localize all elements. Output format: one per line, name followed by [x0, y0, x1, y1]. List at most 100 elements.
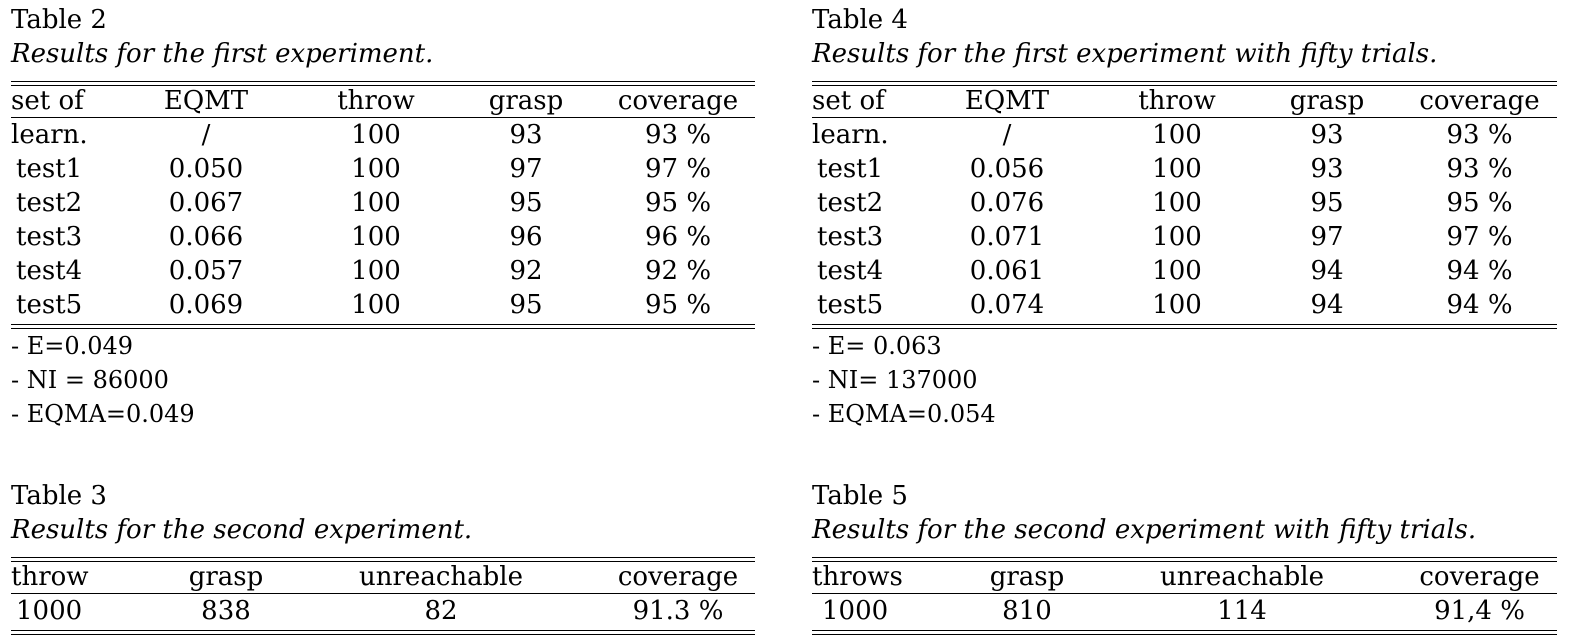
table-cell: 94 % — [1446, 256, 1513, 286]
table-cell: 97 — [1310, 222, 1344, 252]
table-label: Table 4 — [812, 5, 908, 35]
column-header: throw — [1138, 86, 1216, 116]
column-header: EQMT — [964, 86, 1050, 116]
table-row: test4 0.061 100 94 94 % — [812, 254, 1557, 288]
table-row: test4 0.057 100 92 92 % — [11, 254, 755, 288]
top-rule — [812, 81, 1557, 86]
table-cell: 94 % — [1446, 290, 1513, 320]
results-table-body: learn. / 100 93 93 % test1 0.056 100 93 93 % tes… — [812, 118, 1557, 322]
column-header: grasp — [488, 86, 564, 116]
table-cell: 100 — [351, 120, 401, 150]
table-caption: Results for the first experiment with fi… — [812, 39, 1438, 69]
table-cell: 0.074 — [969, 290, 1045, 320]
table-cell: 100 — [1152, 154, 1202, 184]
table-cell: test1 — [16, 154, 83, 184]
table-cell: 100 — [351, 290, 401, 320]
table-cell: 97 % — [644, 154, 712, 184]
table-cell: 100 — [1152, 222, 1202, 252]
table-cell: 92 % — [644, 256, 712, 286]
table-cell: learn. — [812, 120, 889, 150]
header-rule — [11, 593, 755, 594]
column-header: throws — [812, 562, 903, 592]
table-cell: 0.076 — [969, 188, 1045, 218]
top-rule — [11, 81, 755, 86]
table-row: 1000 838 82 91.3 % — [11, 594, 755, 628]
column-header: EQMT — [163, 86, 249, 116]
note-line: - E= 0.063 — [812, 332, 942, 360]
table-cell: test3 — [817, 222, 884, 252]
results-table: set of EQMT throw grasp coverage — [812, 86, 1557, 117]
table-row: test3 0.066 100 96 96 % — [11, 220, 755, 254]
table-cell: test2 — [16, 188, 83, 218]
table-cell: 95 % — [644, 188, 712, 218]
table-label: Table 5 — [812, 481, 908, 511]
table-cell: / — [1002, 120, 1012, 150]
table-5-block: Table 5 Results for the second experimen… — [812, 479, 1557, 635]
table-notes: - E=0.049 - NI = 86000 - EQMA=0.049 — [11, 329, 755, 431]
table-caption: Results for the first experiment. — [11, 39, 434, 69]
table-cell: 96 — [509, 222, 543, 252]
table-cell: 0.069 — [168, 290, 244, 320]
table-cell: 1000 — [16, 596, 83, 626]
top-rule — [812, 557, 1557, 562]
table-cell: 82 — [424, 596, 458, 626]
table-row: test1 0.050 100 97 97 % — [11, 152, 755, 186]
header-rule — [11, 117, 755, 118]
table-cell: 93 % — [644, 120, 712, 150]
table-cell: 95 — [509, 188, 543, 218]
column-header: coverage — [1419, 562, 1540, 592]
table-cell: 92 — [509, 256, 543, 286]
table-cell: 100 — [1152, 120, 1202, 150]
table-cell: 100 — [351, 188, 401, 218]
table-cell: 93 % — [1446, 154, 1513, 184]
note-line: - EQMA=0.049 — [11, 400, 195, 428]
table-row: learn. / 100 93 93 % — [812, 118, 1557, 152]
table-cell: 100 — [1152, 188, 1202, 218]
table-cell: / — [201, 120, 211, 150]
table-cell: 100 — [1152, 256, 1202, 286]
table-cell: test5 — [817, 290, 884, 320]
column-header: coverage — [1419, 86, 1540, 116]
bottom-rule — [11, 324, 755, 329]
table-cell: 0.056 — [969, 154, 1045, 184]
header-rule — [812, 593, 1557, 594]
column-header: grasp — [989, 562, 1065, 592]
column-header: set of — [812, 86, 885, 116]
table-cell: 91.3 % — [632, 596, 724, 626]
results-table-body: 1000 838 82 91.3 % — [11, 594, 755, 628]
results-table-body: 1000 810 114 91,4 % — [812, 594, 1557, 628]
table-cell: 100 — [351, 256, 401, 286]
table-row: test5 0.074 100 94 94 % — [812, 288, 1557, 322]
table-header-row: set of EQMT throw grasp coverage — [812, 86, 1557, 117]
table-row: test5 0.069 100 95 95 % — [11, 288, 755, 322]
table-row: 1000 810 114 91,4 % — [812, 594, 1557, 628]
table-cell: 97 % — [1446, 222, 1513, 252]
note-line: - NI= 137000 — [812, 366, 978, 394]
note-line: - E=0.049 — [11, 332, 134, 360]
results-table: throws grasp unreachable coverage — [812, 562, 1557, 593]
table-4-block: Table 4 Results for the first experiment… — [812, 3, 1557, 431]
table-cell: 93 — [1310, 154, 1344, 184]
table-cell: 0.057 — [168, 256, 244, 286]
bottom-rule — [11, 630, 755, 635]
bottom-rule — [812, 324, 1557, 329]
table-cell: 95 % — [1446, 188, 1513, 218]
table-cell: test2 — [817, 188, 884, 218]
table-cell: test4 — [16, 256, 83, 286]
table-cell: 93 — [1310, 120, 1344, 150]
table-cell: 1000 — [822, 596, 889, 626]
table-cell: test1 — [817, 154, 884, 184]
column-header: set of — [11, 86, 84, 116]
table-row: test2 0.076 100 95 95 % — [812, 186, 1557, 220]
table-cell: 114 — [1217, 596, 1267, 626]
table-2-block: Table 2 Results for the first experiment… — [11, 3, 755, 431]
table-row: test3 0.071 100 97 97 % — [812, 220, 1557, 254]
table-3-block: Table 3 Results for the second experimen… — [11, 479, 755, 635]
results-table: throw grasp unreachable coverage — [11, 562, 755, 593]
table-label: Table 3 — [11, 481, 107, 511]
table-cell: 0.066 — [168, 222, 244, 252]
header-rule — [812, 117, 1557, 118]
table-cell: 93 % — [1446, 120, 1513, 150]
table-cell: 0.050 — [168, 154, 244, 184]
table-cell: learn. — [11, 120, 88, 150]
